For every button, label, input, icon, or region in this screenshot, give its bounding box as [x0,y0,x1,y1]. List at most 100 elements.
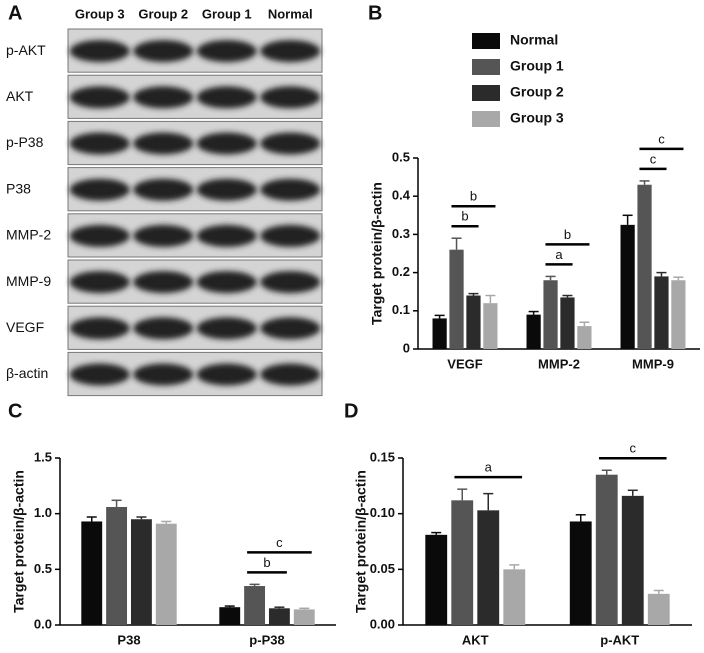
significance-label: a [555,247,563,262]
bar [451,500,474,625]
y-tick-label: 0.4 [392,188,411,203]
blot-row-label: MMP-2 [6,227,51,243]
blot-row-label: p-P38 [6,134,44,150]
y-axis-label: Target protein/β-actin [11,470,27,613]
y-tick-label: 0.15 [370,449,395,464]
significance-label: c [630,441,637,456]
legend-label: Group 3 [510,110,564,126]
lane-label: Group 2 [138,6,188,21]
bar [155,523,177,625]
blot-row-label: AKT [6,88,34,104]
bar [637,184,652,349]
blot-band [133,86,194,109]
legend-label: Group 2 [510,84,564,100]
bar [526,314,541,349]
significance-label: c [276,535,283,550]
y-tick-label: 0.5 [392,149,410,164]
blot-row-label: β-actin [6,365,48,381]
blot-band [69,224,130,247]
y-tick-label: 0.10 [370,505,395,520]
legend-swatch [472,85,500,101]
bar [654,276,669,349]
lane-label: Group 1 [202,6,252,21]
bar [647,593,670,625]
bar [432,318,447,349]
blot-band [196,317,257,340]
bar [130,519,152,625]
significance-label: a [485,460,493,475]
blot-band [133,178,194,201]
bar [268,608,290,625]
significance-label: b [470,189,477,204]
bar [569,521,592,625]
blot-row-label: VEGF [6,319,44,335]
lane-label: Group 3 [75,6,125,21]
blot-band [133,363,194,386]
bar [425,534,448,625]
blot-band [196,224,257,247]
blot-band [69,40,130,63]
panel-letter: D [344,400,358,422]
bar [81,521,103,625]
blot-band [69,317,130,340]
blot-band [133,132,194,155]
blot-band [196,271,257,294]
x-tick-label: MMP-2 [538,356,580,371]
y-tick-label: 0.2 [392,264,410,279]
x-tick-label: P38 [117,632,140,647]
blot-row-label: MMP-9 [6,273,51,289]
blot-band [133,40,194,63]
blot-band [133,271,194,294]
significance-label: b [263,555,270,570]
x-tick-label: VEGF [447,356,482,371]
blot-band [69,86,130,109]
y-tick-label: 0.05 [370,561,395,576]
bar [244,586,266,625]
blot-band [69,271,130,294]
bar [620,224,635,349]
significance-label: b [461,209,468,224]
panel-letter: A [8,2,22,24]
x-tick-label: p-AKT [600,632,639,647]
blot-band [69,132,130,155]
bar [577,326,592,349]
legend-swatch [472,59,500,75]
blot-band [196,178,257,201]
panel-letter: C [8,400,22,422]
x-tick-label: AKT [462,632,489,647]
bar [483,303,498,349]
x-tick-label: p-P38 [249,632,284,647]
significance-label: b [564,227,571,242]
legend-swatch [472,33,500,49]
blot-band [196,363,257,386]
significance-label: c [650,151,657,166]
x-tick-label: MMP-9 [632,356,674,371]
blot-band [260,224,321,247]
blot-band [69,363,130,386]
blot-band [260,317,321,340]
bar [671,280,686,349]
bar [293,609,315,625]
bar [106,506,128,625]
y-axis-label: Target protein/β-actin [369,182,385,325]
y-tick-label: 0.1 [392,302,410,317]
blot-band [196,132,257,155]
blot-row-label: p-AKT [6,42,46,58]
blot-band [260,363,321,386]
blot-band [133,224,194,247]
y-tick-label: 0.0 [34,616,52,631]
blot-row-label: P38 [6,180,31,196]
bar [466,295,481,349]
bar [621,495,644,625]
blot-band [260,86,321,109]
y-tick-label: 1.5 [34,449,52,464]
y-tick-label: 0.5 [34,561,52,576]
bar [543,280,558,349]
blot-band [260,40,321,63]
y-tick-label: 0 [403,340,410,355]
significance-label: c [658,131,665,146]
legend-label: Group 1 [510,58,564,74]
y-axis-label: Target protein/β-actin [353,470,369,613]
blot-band [196,86,257,109]
